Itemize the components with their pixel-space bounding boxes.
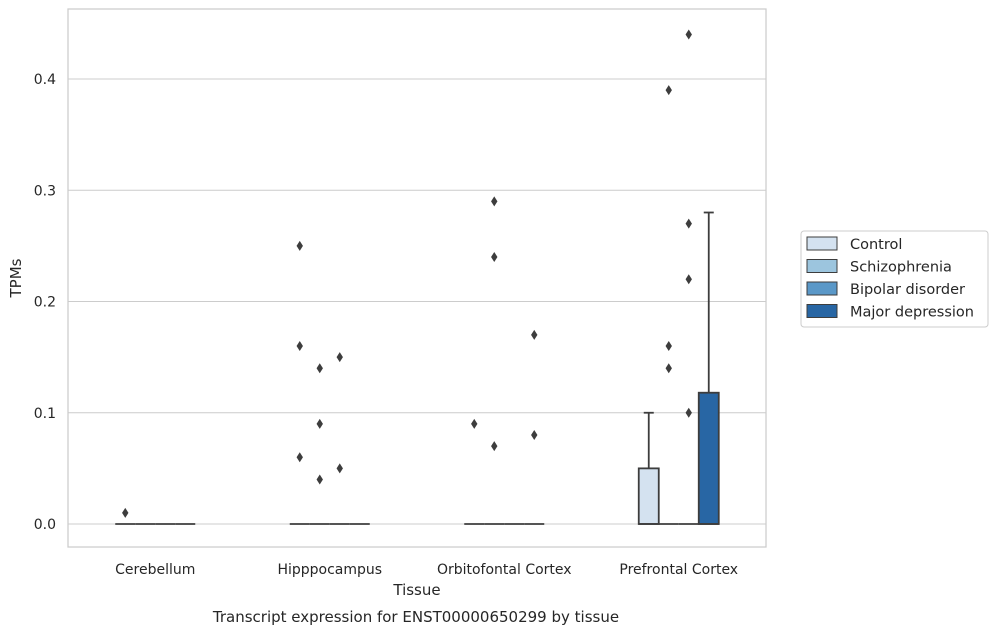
legend-swatch bbox=[806, 281, 838, 296]
outlier-point bbox=[685, 274, 692, 285]
outlier-point bbox=[316, 418, 323, 429]
x-axis-ticks: Cerebellum Hipppocampus Orbitofontal Corte… bbox=[115, 562, 738, 578]
data-marks bbox=[115, 29, 720, 525]
outlier-point bbox=[122, 507, 129, 518]
plot-background bbox=[68, 9, 766, 547]
y-tick-label: 0.3 bbox=[34, 183, 56, 199]
outlier-point bbox=[471, 418, 478, 429]
box bbox=[637, 467, 660, 525]
x-axis-label: Tissue bbox=[392, 581, 440, 599]
x-tick-label: Hipppocampus bbox=[277, 562, 382, 578]
outlier-point bbox=[491, 441, 498, 452]
y-tick-label: 0.4 bbox=[34, 72, 56, 88]
outlier-point bbox=[296, 240, 303, 251]
y-axis-label: TPMs bbox=[7, 258, 25, 298]
outlier-point bbox=[316, 363, 323, 374]
outlier-point bbox=[531, 329, 538, 340]
y-tick-label: 0.2 bbox=[34, 295, 56, 311]
outlier-point bbox=[296, 341, 303, 351]
outlier-point bbox=[665, 341, 672, 351]
legend-swatch bbox=[806, 304, 838, 318]
legend-label: Bipolar disorder bbox=[850, 282, 965, 298]
outlier-point bbox=[665, 363, 672, 374]
y-tick-label: 0.1 bbox=[34, 406, 56, 422]
x-tick-label: Prefrontal Cortex bbox=[619, 562, 738, 578]
outlier-point bbox=[665, 85, 672, 96]
box bbox=[697, 391, 720, 525]
outlier-point bbox=[685, 29, 692, 40]
legend-swatch bbox=[806, 236, 838, 251]
outlier-point bbox=[296, 452, 303, 463]
legend-frame bbox=[800, 230, 989, 328]
x-tick-label: Cerebellum bbox=[115, 562, 195, 578]
outlier-point bbox=[316, 474, 323, 485]
legend-label: Major depression bbox=[850, 305, 974, 321]
outlier-point bbox=[336, 463, 343, 474]
outlier-point bbox=[491, 196, 498, 207]
y-axis-ticks: 0.0 0.1 0.2 0.3 0.4 bbox=[34, 72, 56, 533]
y-tick-label: 0.0 bbox=[34, 517, 56, 533]
legend-label: Control bbox=[850, 237, 902, 253]
plot-frame bbox=[67, 8, 767, 548]
outlier-point bbox=[685, 218, 692, 229]
legend-swatch bbox=[806, 259, 838, 273]
legend: Control Schizophrenia Bipolar disorder Majo… bbox=[800, 230, 989, 328]
outlier-point bbox=[531, 430, 538, 440]
legend-label: Schizophrenia bbox=[850, 260, 952, 276]
x-tick-label: Orbitofontal Cortex bbox=[437, 562, 572, 578]
outlier-point bbox=[336, 352, 343, 363]
outlier-point bbox=[491, 252, 498, 262]
chart-caption: Transcript expression for ENST0000065029… bbox=[212, 608, 619, 626]
outlier-point bbox=[685, 407, 692, 418]
